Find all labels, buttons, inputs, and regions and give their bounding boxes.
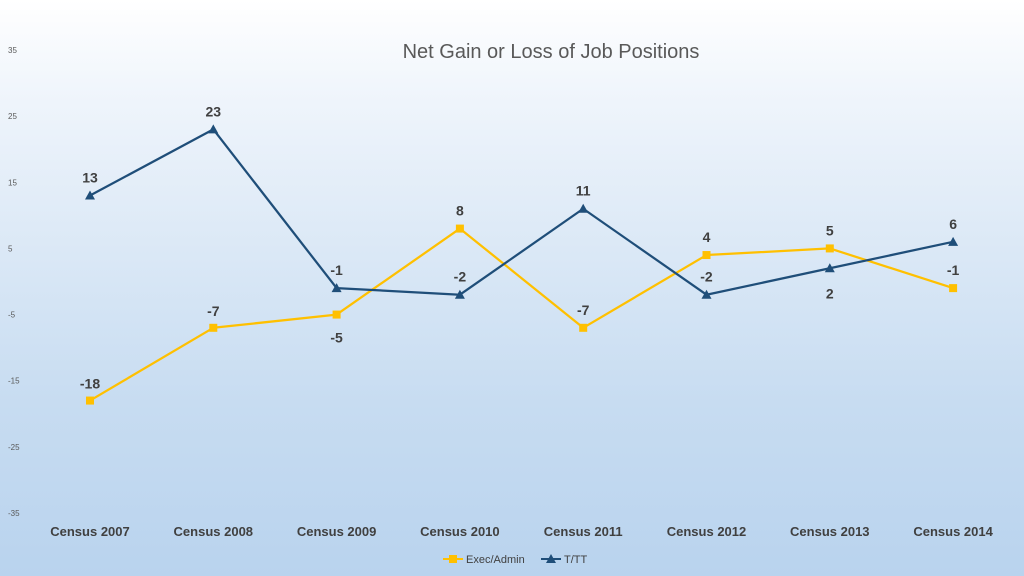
data-point-marker	[332, 310, 341, 319]
x-tick-label: Census 2008	[174, 524, 254, 539]
y-tick-label: 5	[8, 244, 13, 253]
series-line-t-tt	[89, 128, 954, 296]
chart-title: Net Gain or Loss of Job Positions	[403, 41, 700, 63]
y-tick-label: -15	[8, 377, 20, 386]
data-label: -1	[330, 262, 343, 278]
y-tick-label: 25	[8, 112, 17, 121]
data-label: 13	[82, 170, 98, 186]
data-point-marker	[85, 190, 95, 200]
legend-marker	[546, 554, 556, 563]
data-point-marker	[702, 251, 711, 260]
data-point-marker	[86, 396, 94, 405]
data-label: -18	[80, 376, 100, 392]
x-tick-label: Census 2010	[420, 524, 500, 539]
legend-label: T/TT	[564, 554, 587, 566]
data-label: -2	[454, 269, 467, 285]
x-tick-label: Census 2009	[297, 524, 377, 539]
y-tick-label: -5	[8, 311, 16, 320]
data-point-marker	[824, 263, 835, 273]
data-point-marker	[578, 203, 589, 213]
data-point-marker	[331, 283, 342, 293]
x-tick-label: Census 2012	[667, 524, 747, 539]
data-labels: -18 -7 -5 8 -7 4 5 -1 13 23 -1 -2 11 -2 2 6	[80, 103, 960, 391]
series-line-exec-admin	[89, 227, 954, 402]
data-label: -7	[207, 303, 220, 319]
data-label: 6	[949, 216, 957, 232]
data-label: -5	[330, 330, 343, 346]
y-tick-label: -25	[8, 443, 20, 452]
x-tick-label: Census 2011	[544, 524, 623, 539]
y-axis: 35 25 15 5 -5 -15 -25 -35	[8, 46, 20, 518]
data-point-marker	[579, 323, 588, 332]
series-layer	[85, 124, 959, 405]
x-tick-label: Census 2007	[50, 524, 130, 539]
data-point-marker	[455, 224, 464, 233]
data-point-marker	[208, 124, 219, 134]
data-label: 23	[206, 103, 222, 119]
data-label: 11	[576, 183, 591, 199]
data-label: -2	[700, 269, 713, 285]
legend-label: Exec/Admin	[466, 554, 525, 566]
x-tick-label: Census 2014	[913, 524, 993, 539]
y-tick-label: 15	[8, 178, 17, 187]
data-label: 4	[703, 229, 711, 245]
data-point-marker	[948, 236, 959, 246]
data-label: -1	[947, 262, 960, 278]
y-tick-label: 35	[8, 46, 17, 55]
data-point-marker	[454, 289, 465, 299]
data-point-marker	[209, 323, 218, 332]
x-axis: Census 2007 Census 2008 Census 2009 Census …	[50, 524, 993, 539]
data-label: 2	[826, 285, 834, 301]
data-point-marker	[701, 289, 712, 299]
x-tick-label: Census 2013	[790, 524, 870, 539]
data-point-marker	[949, 284, 958, 293]
data-point-marker	[825, 244, 834, 253]
data-label: -7	[577, 302, 590, 318]
y-tick-label: -35	[8, 509, 20, 518]
legend: Exec/Admin T/TT	[443, 554, 587, 566]
data-label: 5	[826, 222, 834, 238]
legend-marker	[449, 555, 457, 563]
data-label: 8	[456, 203, 464, 219]
